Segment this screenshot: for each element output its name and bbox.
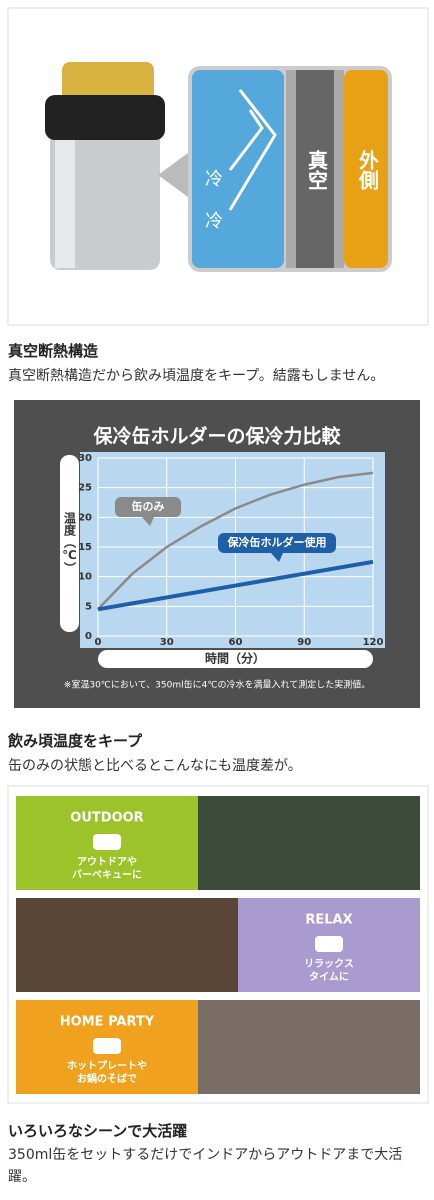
line: [97, 471, 374, 611]
heading: いろいろなシーンで大活躍: [8, 1122, 188, 1140]
scene-caption: タイムに: [309, 971, 349, 983]
x-tick-label: 0: [95, 637, 102, 648]
callout-box: [218, 533, 336, 553]
y-tick-label: 15: [78, 542, 92, 553]
cold-label: 冷: [205, 169, 223, 190]
callout-pointer: [271, 553, 283, 562]
vacuum-panel: [296, 70, 334, 268]
scene-caption: ホットプレートや: [67, 1059, 147, 1072]
text: 真空断熱構造だから飲み頃温度をキープ。結露もしません。: [8, 368, 385, 384]
pointer: [158, 150, 192, 200]
y-tick-label: 25: [78, 483, 92, 494]
y-tick-label: 5: [85, 601, 92, 612]
scene-title: HOME PARTY: [60, 1015, 155, 1030]
x-tick-label: 120: [363, 637, 384, 648]
cold-panel: [192, 70, 284, 268]
vacuum-label: 真空: [305, 149, 329, 190]
text: 350ml缶をセットするだけでインドアからアウトドアまで大活躍。: [8, 1147, 403, 1185]
callout-box: [115, 497, 181, 517]
cold-label: 冷: [205, 211, 223, 232]
x-axis-label: 時間（分）: [205, 651, 265, 666]
scene-caption: リラックス: [304, 958, 354, 970]
y-tick-label: 0: [85, 631, 92, 642]
x-tick-label: 30: [160, 637, 174, 648]
heading: 真空断熱構造: [8, 342, 99, 360]
x-tick-label: 60: [229, 637, 243, 648]
y-label-box: [60, 455, 79, 632]
photo: [16, 898, 238, 992]
can: [45, 62, 165, 270]
scene-icon: [93, 1038, 121, 1054]
heading: 飲み頃温度をキープ: [8, 732, 143, 750]
scene-title: OUTDOOR: [70, 811, 143, 826]
y-tick-label: 20: [78, 512, 92, 523]
x-label-box: [98, 650, 373, 668]
line: [97, 559, 374, 612]
chart-note: ※室温30℃において、350ml缶に4℃の冷水を満量入れて測定した実測値。: [64, 679, 370, 691]
outside-panel: [344, 70, 388, 268]
legend-label: 保冷缶ホルダー使用: [227, 535, 327, 549]
text: 缶のみの状態と比べるとこんなにも温度差が。: [8, 758, 302, 774]
wall: [334, 70, 344, 268]
x-tick-label: 90: [297, 637, 311, 648]
photo: [198, 1000, 420, 1094]
arrow: [228, 89, 277, 211]
scene-title: RELAX: [305, 913, 352, 928]
scene-caption: アウトドアや: [77, 856, 137, 868]
chart-title: 保冷缶ホルダーの保冷力比較: [92, 425, 341, 448]
scene-caption: バーベキューに: [72, 869, 142, 881]
photo: [198, 796, 420, 890]
y-tick-label: 30: [78, 453, 92, 464]
outside-label: 外側: [356, 149, 380, 190]
arrow: [228, 109, 264, 171]
scene-icon: [315, 936, 343, 952]
wall: [286, 70, 296, 268]
y-axis-label: 温度（℃）: [63, 512, 77, 574]
y-tick-label: 10: [78, 572, 92, 583]
scene-caption: お鍋のそばで: [77, 1072, 137, 1085]
callout-pointer: [142, 517, 154, 526]
scene-icon: [93, 834, 121, 850]
legend-label: 缶のみ: [132, 499, 165, 513]
